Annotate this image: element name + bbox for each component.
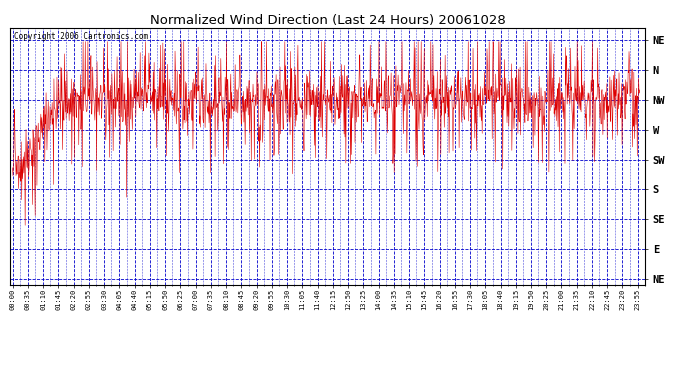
Title: Normalized Wind Direction (Last 24 Hours) 20061028: Normalized Wind Direction (Last 24 Hours… — [150, 14, 506, 27]
Text: Copyright 2006 Cartronics.com: Copyright 2006 Cartronics.com — [14, 32, 148, 41]
